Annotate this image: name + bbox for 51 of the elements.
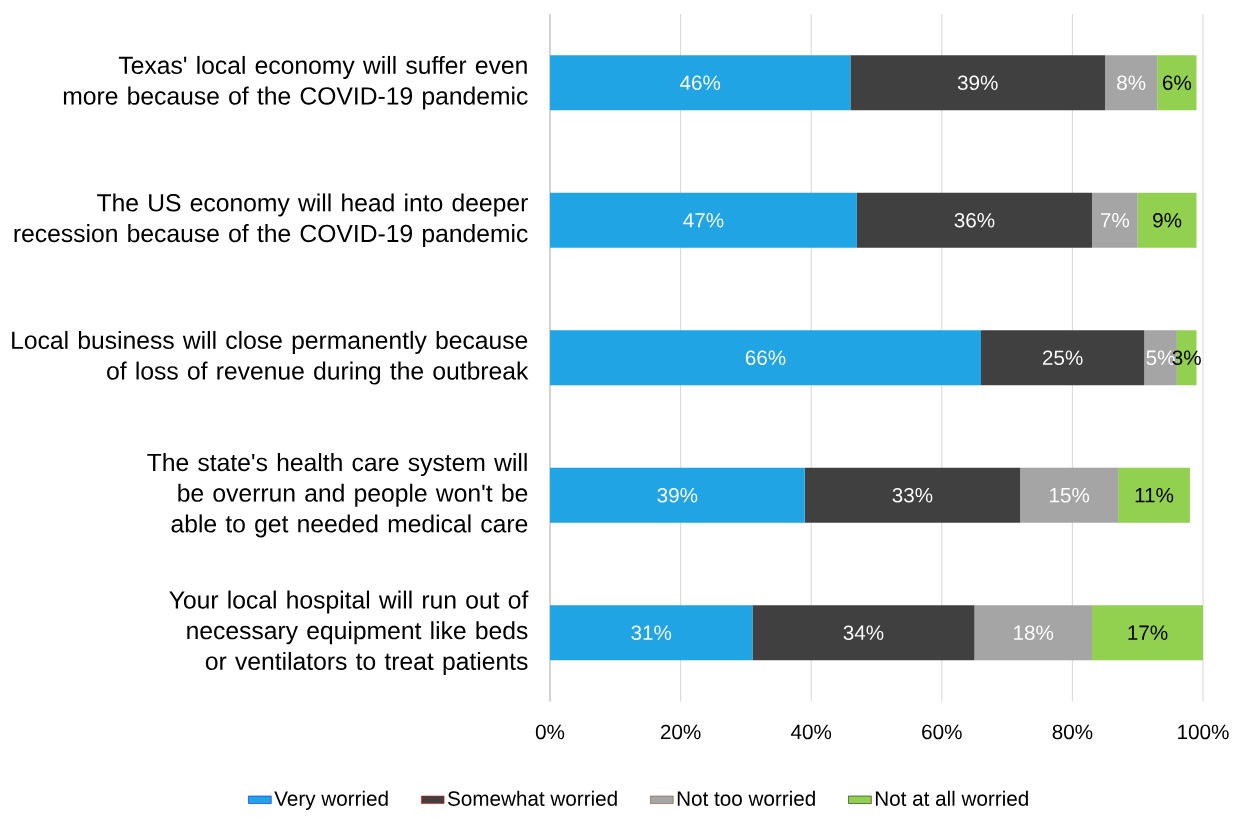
x-tick-label: 80% <box>1052 724 1093 740</box>
data-label: 11% <box>1135 487 1174 503</box>
x-tick-label: 100% <box>1178 724 1229 740</box>
data-label: 46% <box>680 75 721 91</box>
bar <box>850 55 1106 111</box>
x-tick-label: 0% <box>535 724 565 740</box>
legend-label: Very worried <box>274 790 388 811</box>
bar <box>1020 467 1119 523</box>
data-label: 18% <box>1014 625 1054 641</box>
data-label: 9% <box>1153 212 1182 228</box>
bar <box>1092 605 1203 661</box>
y-tick-label: Local business will close permanently because of loss of revenue during the outbreak <box>12 330 529 385</box>
data-label: 47% <box>683 213 724 228</box>
data-label: 6% <box>1163 75 1192 91</box>
x-tick-label: 60% <box>922 724 962 740</box>
bar <box>1137 192 1197 248</box>
data-label: 17% <box>1128 625 1168 640</box>
bar <box>974 605 1092 661</box>
bar <box>1105 55 1158 111</box>
bar <box>550 467 805 523</box>
y-tick-label: Your local hospital will run out of necessary equipment like beds or ventilators to treat patients <box>169 590 529 675</box>
bar <box>856 192 1092 248</box>
bar <box>550 55 851 111</box>
bar <box>550 192 857 248</box>
x-tick-label: 40% <box>791 724 832 740</box>
data-label: 25% <box>1042 350 1083 366</box>
y-tick-label: The US economy will head into deeper recession because of the COVID-19 pandemic <box>14 193 528 248</box>
bar <box>1157 55 1197 111</box>
y-tick-label: The state's health care system will be overrun and people won't be able to get needed medical care <box>147 453 528 538</box>
bar <box>550 330 981 386</box>
bar <box>550 605 753 661</box>
x-tick-label: 20% <box>660 724 701 740</box>
data-label: 8% <box>1117 75 1146 91</box>
data-label: 34% <box>843 625 884 641</box>
bar <box>1092 192 1138 248</box>
data-label: 31% <box>631 625 672 641</box>
y-tick-label: Texas' local economy will suffer even more because of the COVID-19 pandemic <box>63 55 528 110</box>
data-label: 36% <box>954 212 995 228</box>
data-label: 15% <box>1050 487 1090 503</box>
bar <box>1118 467 1190 523</box>
data-label: 66% <box>745 350 786 366</box>
data-label: 39% <box>657 487 698 503</box>
legend-label: Not at all worried <box>875 790 1028 806</box>
data-label: 39% <box>957 75 998 91</box>
legend-label: Not too worried <box>677 790 815 806</box>
bar <box>980 330 1145 386</box>
data-label: 33% <box>892 487 933 503</box>
data-label: 7% <box>1100 213 1130 228</box>
bar <box>804 467 1021 523</box>
bar <box>752 605 975 661</box>
legend-label: Somewhat worried <box>447 790 617 806</box>
